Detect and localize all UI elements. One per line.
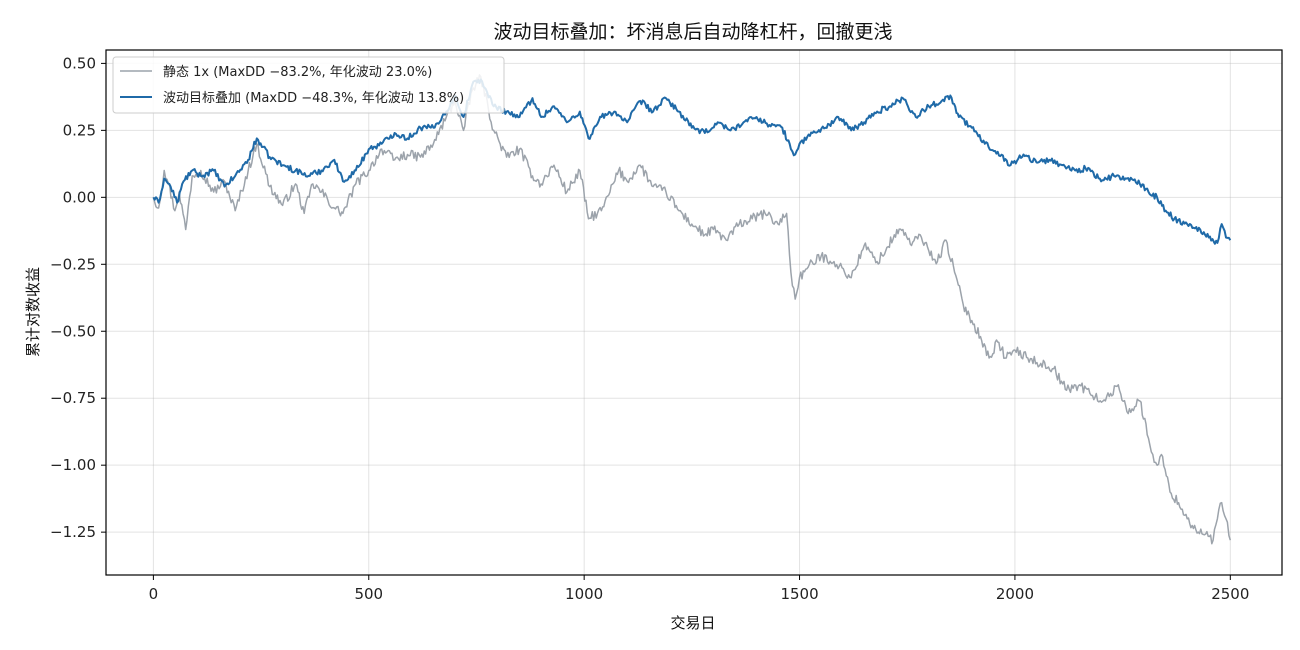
plot-frame	[105, 49, 1283, 576]
y-tick-label: 0.50	[63, 54, 96, 72]
grid	[106, 50, 1282, 575]
legend-label-vol-target: 波动目标叠加 (MaxDD −48.3%, 年化波动 13.8%)	[163, 91, 464, 106]
y-tick-label: 0.25	[63, 121, 96, 139]
y-axis-label: 累计对数收益	[24, 267, 42, 357]
x-tick-label: 500	[354, 585, 383, 603]
y-tick-label: 0.00	[63, 188, 96, 206]
y-tick-label: −0.50	[50, 322, 96, 340]
y-tick-label: −1.00	[50, 456, 96, 474]
series-vol-target	[152, 78, 1232, 245]
y-tick-label: −0.75	[50, 389, 96, 407]
x-tick-label: 0	[149, 585, 159, 603]
x-tick-label: 1000	[565, 585, 603, 603]
series-static	[152, 74, 1232, 545]
x-axis: 0 500 1000 1500 2000 2500	[149, 575, 1249, 603]
x-tick-label: 1500	[780, 585, 818, 603]
series-layer	[152, 74, 1232, 545]
y-axis: 0.50 0.25 0.00 −0.25 −0.50 −0.75 −1.00 −1.25	[50, 54, 106, 541]
x-axis-label: 交易日	[670, 614, 715, 632]
x-tick-label: 2000	[996, 585, 1034, 603]
legend-label-static: 静态 1x (MaxDD −83.2%, 年化波动 23.0%)	[163, 65, 432, 80]
legend: 静态 1x (MaxDD −83.2%, 年化波动 23.0%) 波动目标叠加 …	[112, 56, 505, 114]
y-tick-label: −0.25	[50, 255, 96, 273]
x-tick-label: 2500	[1211, 585, 1249, 603]
chart-title: 波动目标叠加：坏消息后自动降杠杆，回撤更浅	[493, 21, 892, 43]
legend-frame	[112, 56, 505, 114]
y-tick-label: −1.25	[50, 523, 96, 541]
